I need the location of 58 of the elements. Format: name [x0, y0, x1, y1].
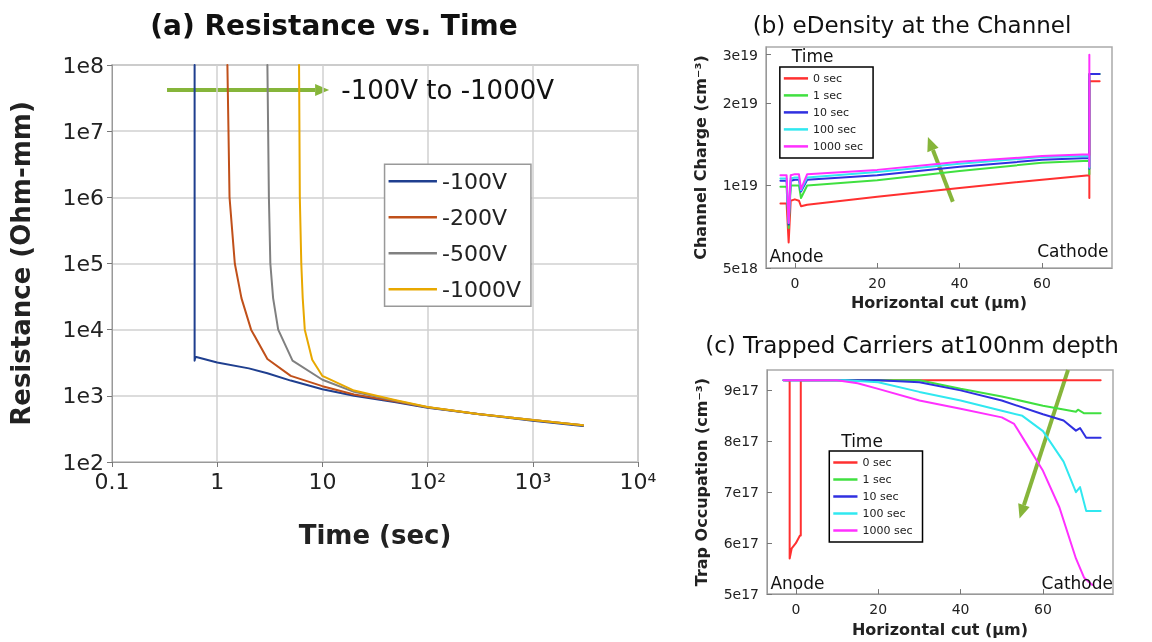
legend-label: 1 sec: [862, 473, 892, 486]
x-tick-label: 0: [791, 601, 801, 618]
chart-title: (c) Trapped Carriers at100nm depth: [705, 331, 1119, 358]
x-tick-label: 10³: [514, 468, 552, 494]
y-tick-label: 9e17: [723, 382, 759, 399]
annotation: Anode: [769, 246, 824, 267]
y-tick-label: 1e5: [62, 251, 104, 276]
chart-title: (b) eDensity at the Channel: [752, 11, 1072, 38]
x-tick-label: 0: [790, 275, 800, 291]
y-tick-label: 3e19: [722, 46, 758, 63]
y-tick-label: 1e3: [62, 383, 104, 409]
x-tick-label: 40: [951, 601, 970, 618]
y-axis-title: Trap Occupation (cm⁻³): [691, 377, 711, 587]
x-tick-label: 60: [1034, 601, 1052, 618]
y-tick-label: 1e4: [62, 317, 104, 343]
x-axis-title: Horizontal cut (μm): [851, 619, 1029, 639]
x-tick-label: 10²: [409, 468, 447, 494]
legend-label: 1000 sec: [862, 524, 913, 537]
legend-label: 0 sec: [862, 456, 892, 469]
x-tick-label: 60: [1033, 275, 1051, 291]
legend-label: 1 sec: [813, 88, 843, 102]
annotation: Anode: [770, 573, 825, 594]
legend-label: 1000 sec: [813, 139, 864, 153]
y-tick-label: 6e17: [723, 535, 759, 552]
y-axis-title: Channel Charge (cm⁻³): [690, 55, 710, 260]
legend-label: 10 sec: [862, 490, 899, 503]
y-tick-label: 1e19: [722, 177, 758, 194]
x-tick-label: 40: [950, 275, 969, 291]
y-tick-label: 2e19: [722, 94, 758, 111]
legend-label: 0 sec: [813, 71, 843, 85]
x-axis-title: Time (sec): [298, 520, 452, 550]
y-tick-label: 8e17: [723, 433, 759, 450]
annotation: Cathode: [1041, 573, 1113, 594]
legend-label: -1000V: [441, 276, 521, 302]
y-tick-label: 1e7: [62, 118, 104, 144]
legend-label: -500V: [441, 240, 507, 266]
x-tick-label: 20: [868, 275, 887, 291]
legend-title: Time: [840, 430, 883, 451]
annotation: Cathode: [1037, 240, 1109, 261]
x-tick-label: 20: [869, 601, 888, 618]
legend-label: 100 sec: [862, 507, 906, 520]
x-axis-title: Horizontal cut (μm): [850, 293, 1028, 313]
y-tick-label: 7e17: [723, 484, 759, 501]
legend-label: -100V: [441, 168, 507, 194]
x-tick-label: 1: [210, 468, 225, 494]
y-tick-label: 5e17: [723, 586, 759, 603]
legend-label: 10 sec: [813, 105, 850, 119]
y-tick-label: 1e8: [62, 52, 104, 78]
legend-label: -200V: [441, 204, 507, 230]
y-tick-label: 5e18: [722, 260, 758, 276]
annotation: -100V to -1000V: [341, 75, 555, 106]
legend-title: Time: [790, 46, 834, 67]
chart-title: (a) Resistance vs. Time: [150, 8, 518, 42]
y-tick-label: 1e6: [62, 184, 104, 210]
x-tick-label: 10: [308, 468, 337, 494]
legend-label: 100 sec: [813, 122, 857, 136]
y-axis-title: Resistance (Ohm-mm): [6, 101, 36, 426]
x-tick-label: 10⁴: [619, 468, 657, 494]
